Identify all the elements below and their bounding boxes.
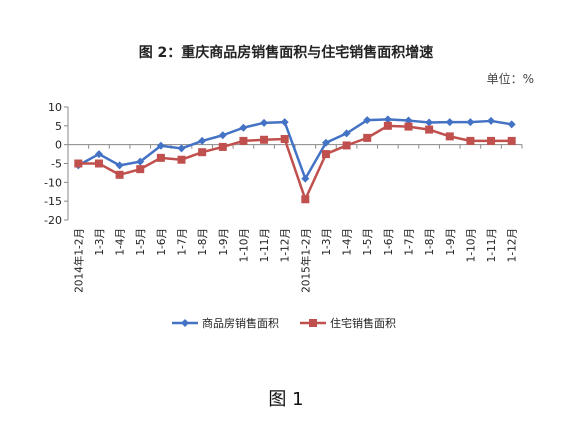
series-1-point bbox=[280, 118, 289, 127]
x-tick-label: 1-10月 bbox=[465, 228, 477, 262]
y-tick-label: 0 bbox=[55, 139, 62, 152]
x-tick-label: 1-6月 bbox=[156, 228, 168, 256]
series-1-point bbox=[445, 118, 454, 127]
x-tick-label: 1-5月 bbox=[135, 228, 147, 256]
x-tick-label: 1-11月 bbox=[486, 228, 498, 262]
series-2-point bbox=[280, 135, 289, 144]
series-1-point bbox=[177, 144, 186, 153]
series-1-point bbox=[198, 136, 207, 145]
x-tick-label: 1-6月 bbox=[383, 228, 395, 256]
chart-title: 图 2：重庆商品房销售面积与住宅销售面积增速 bbox=[138, 45, 434, 61]
y-tick-label: 5 bbox=[55, 120, 62, 133]
series-2-point bbox=[198, 148, 207, 157]
x-tick-label: 1-4月 bbox=[342, 228, 354, 256]
series-2-point bbox=[260, 135, 269, 144]
x-tick-label: 1-9月 bbox=[218, 228, 230, 256]
series-1-point bbox=[383, 115, 392, 124]
x-tick-label: 1-7月 bbox=[404, 228, 416, 256]
series-2-point bbox=[425, 125, 434, 134]
series-2-point bbox=[466, 136, 475, 145]
series-2-point bbox=[507, 136, 516, 145]
series-1-point bbox=[404, 116, 413, 125]
series-1-point bbox=[94, 150, 103, 159]
legend-label: 商品房销售面积 bbox=[202, 316, 279, 330]
y-tick-label: -5 bbox=[51, 158, 62, 171]
x-tick-label: 1-12月 bbox=[507, 228, 519, 262]
x-tick-label: 1-3月 bbox=[94, 228, 106, 256]
x-tick-label: 1-11月 bbox=[259, 228, 271, 262]
series-1-point bbox=[301, 174, 310, 183]
x-tick-label: 1-10月 bbox=[238, 228, 250, 262]
series-2-point bbox=[404, 122, 413, 131]
series-1-point bbox=[363, 116, 372, 125]
series-1-point bbox=[239, 123, 248, 132]
series-1-point bbox=[321, 138, 330, 147]
series-1-point bbox=[156, 141, 165, 150]
series-1-point bbox=[487, 116, 496, 125]
series-1-point bbox=[466, 118, 475, 127]
legend-swatch-marker bbox=[181, 319, 189, 327]
x-tick-label: 2014年1-2月 bbox=[72, 228, 85, 293]
y-tick-label: -20 bbox=[44, 214, 62, 227]
series-2-point bbox=[115, 170, 124, 179]
x-tick-label: 2015年1-2月 bbox=[299, 228, 312, 293]
series-1-point bbox=[136, 157, 145, 166]
x-tick-label: 1-9月 bbox=[445, 228, 457, 256]
x-tick-label: 1-5月 bbox=[362, 228, 374, 256]
series-2-point bbox=[94, 159, 103, 168]
series-2-point bbox=[383, 121, 392, 130]
series-2-point bbox=[239, 136, 248, 145]
series-2-point bbox=[321, 150, 330, 159]
series-1-point bbox=[218, 131, 227, 140]
y-tick-label: -10 bbox=[44, 176, 62, 189]
series-1-point bbox=[260, 118, 269, 127]
series-2-point bbox=[136, 165, 145, 174]
series-2-point bbox=[177, 155, 186, 164]
series-2-point bbox=[301, 195, 310, 204]
series-2-point bbox=[74, 159, 83, 168]
x-tick-label: 1-12月 bbox=[280, 228, 292, 262]
series-1-point bbox=[115, 161, 124, 170]
series-2-point bbox=[342, 141, 351, 150]
x-tick-label: 1-7月 bbox=[177, 228, 189, 256]
unit-label: 单位：% bbox=[486, 72, 534, 86]
series-2-point bbox=[487, 136, 496, 145]
legend-swatch-marker bbox=[309, 319, 317, 327]
series-2-point bbox=[156, 153, 165, 162]
x-tick-label: 1-4月 bbox=[115, 228, 127, 256]
series-line-2 bbox=[78, 124, 512, 201]
y-tick-label: -15 bbox=[44, 195, 62, 208]
series-2-point bbox=[363, 133, 372, 142]
x-tick-label: 1-8月 bbox=[424, 228, 436, 256]
series-line-1 bbox=[77, 118, 512, 180]
x-tick-label: 1-8月 bbox=[197, 228, 209, 256]
series-2-point bbox=[445, 132, 454, 141]
series-1-point bbox=[507, 120, 516, 129]
series-1-point bbox=[425, 118, 434, 127]
x-tick-label: 1-3月 bbox=[321, 228, 333, 256]
legend-label: 住宅销售面积 bbox=[330, 316, 396, 330]
figure-caption: 图 1 bbox=[268, 389, 304, 410]
series-1-point bbox=[342, 129, 351, 138]
series-2-point bbox=[218, 142, 227, 151]
y-tick-label: 10 bbox=[48, 101, 62, 114]
